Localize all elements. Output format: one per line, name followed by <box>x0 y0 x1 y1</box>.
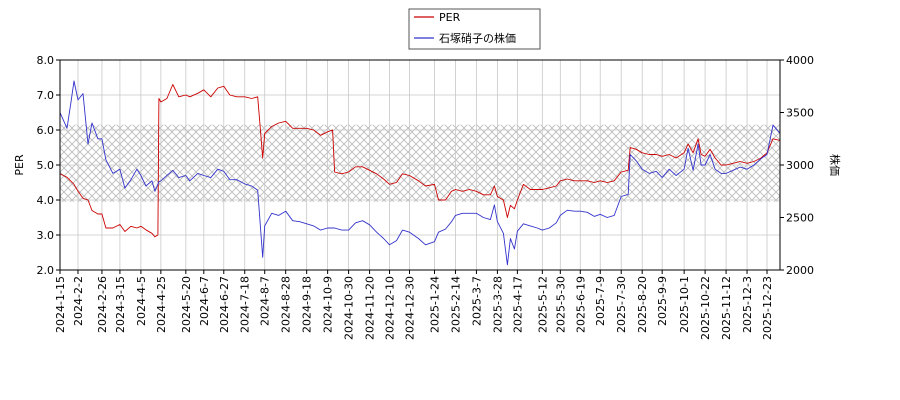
right-tick-label: 2000 <box>786 264 814 277</box>
x-tick-label: 2024-11-20 <box>364 276 377 340</box>
x-tick-label: 2024-10-30 <box>343 276 356 340</box>
x-tick-label: 2024-3-15 <box>114 276 127 333</box>
x-tick-label: 2025-12-3 <box>741 276 754 333</box>
x-tick-label: 2025-8-20 <box>636 276 649 333</box>
right-tick-label: 3000 <box>786 159 814 172</box>
x-tick-label: 2024-8-28 <box>280 276 293 333</box>
x-tick-label: 2025-6-19 <box>574 276 587 333</box>
x-tick-label: 2025-10-22 <box>699 276 712 340</box>
x-tick-label: 2024-10-9 <box>322 276 335 333</box>
x-tick-label: 2024-2-26 <box>96 276 109 333</box>
right-tick-label: 4000 <box>786 54 814 67</box>
x-tick-label: 2025-7-9 <box>594 276 607 326</box>
left-tick-label: 5.0 <box>37 159 55 172</box>
x-tick-label: 2025-1-24 <box>428 276 441 333</box>
x-tick-label: 2025-11-12 <box>720 276 733 340</box>
right-tick-label: 2500 <box>786 212 814 225</box>
left-axis-ticks: 2.0 3.0 4.0 5.0 6.0 7.0 8.0 <box>37 54 60 277</box>
left-tick-label: 8.0 <box>37 54 55 67</box>
range-band <box>60 124 780 202</box>
x-tick-label: 2024-1-15 <box>54 276 67 333</box>
left-axis-label: PER <box>13 154 26 176</box>
right-tick-label: 3500 <box>786 107 814 120</box>
per-line <box>60 84 780 238</box>
x-tick-label: 2025-9-9 <box>656 276 669 326</box>
left-tick-label: 4.0 <box>37 194 55 207</box>
legend-label-price: 石塚硝子の株価 <box>439 31 516 45</box>
left-tick-label: 6.0 <box>37 124 55 137</box>
x-tick-label: 2024-9-18 <box>301 276 314 333</box>
legend-box <box>408 8 541 50</box>
x-tick-label: 2024-6-27 <box>218 276 231 333</box>
x-tick-label: 2024-7-18 <box>239 276 252 333</box>
x-tick-label: 2025-3-7 <box>470 276 483 326</box>
series-lines <box>60 80 780 266</box>
left-tick-label: 2.0 <box>37 264 55 277</box>
legend: PER 石塚硝子の株価 <box>408 8 541 50</box>
left-tick-label: 3.0 <box>37 229 55 242</box>
x-tick-label: 2024-12-30 <box>404 276 417 340</box>
x-tick-label: 2024-12-10 <box>384 276 397 340</box>
legend-label-per: PER <box>439 11 461 24</box>
x-tick-label: 2025-2-14 <box>449 276 462 333</box>
x-tick-label: 2024-6-7 <box>198 276 211 326</box>
x-tick-label: 2024-4-5 <box>135 276 148 326</box>
right-axis-label: 株価 <box>828 154 842 176</box>
x-tick-label: 2025-7-30 <box>615 276 628 333</box>
left-tick-label: 7.0 <box>37 89 55 102</box>
x-tick-label: 2024-2-2 <box>72 276 85 326</box>
x-tick-label: 2025-5-30 <box>554 276 567 333</box>
stock-price-line <box>60 80 780 266</box>
x-tick-label: 2025-10-1 <box>678 276 691 333</box>
x-tick-label: 2025-3-28 <box>491 276 504 333</box>
x-tick-label: 2024-4-25 <box>155 276 168 333</box>
right-axis-ticks: 2000 2500 3000 3500 4000 <box>780 54 814 277</box>
x-tick-label: 2025-5-12 <box>536 276 549 333</box>
x-tick-label: 2025-4-17 <box>511 276 524 333</box>
x-tick-label: 2024-5-20 <box>180 276 193 333</box>
x-tick-label: 2025-12-23 <box>761 276 774 340</box>
x-axis-ticks: 2024-1-15 2024-2-2 2024-2-26 2024-3-15 2024-… <box>54 270 774 340</box>
x-tick-label: 2024-8-7 <box>259 276 272 326</box>
